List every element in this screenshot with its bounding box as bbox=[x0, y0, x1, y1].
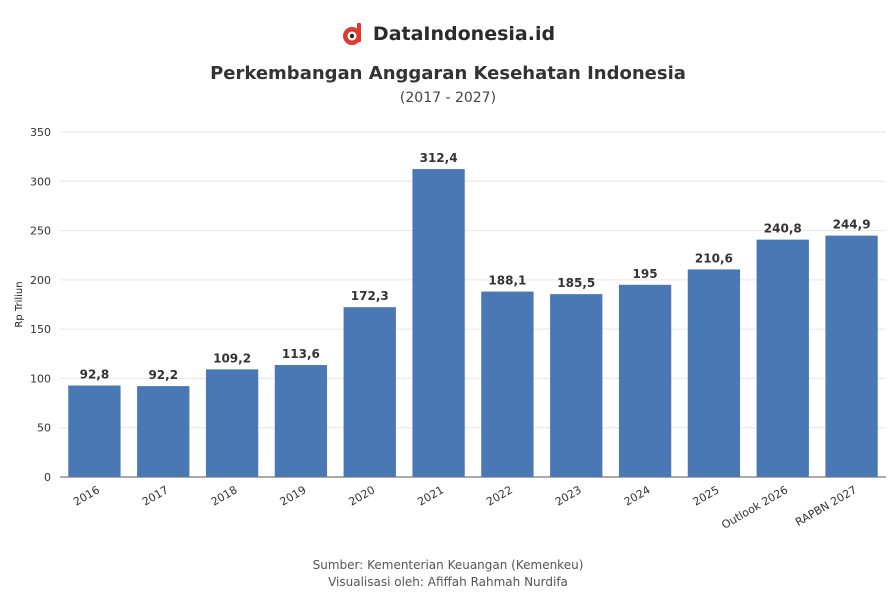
data-label: 210,6 bbox=[695, 251, 733, 265]
y-tick-label: 250 bbox=[30, 225, 51, 238]
data-label: 172,3 bbox=[351, 289, 389, 303]
x-tick-label: 2021 bbox=[415, 483, 446, 508]
bar bbox=[412, 169, 465, 477]
x-tick-label: 2022 bbox=[484, 483, 515, 508]
bar-chart: 0 50 100 150 200 250 300 350 Rp Triliun 92,8 2016 9… bbox=[14, 126, 886, 532]
y-tick-label: 100 bbox=[30, 372, 51, 385]
bar bbox=[205, 369, 259, 477]
data-label: 92,2 bbox=[148, 368, 178, 382]
data-label: 312,4 bbox=[420, 151, 458, 165]
chart-title: Perkembangan Anggaran Kesehatan Indonesi… bbox=[210, 63, 686, 84]
data-label: 92,8 bbox=[80, 368, 110, 382]
bar bbox=[481, 291, 534, 477]
x-tick-label: 2017 bbox=[140, 483, 171, 508]
data-label: 188,1 bbox=[488, 274, 526, 288]
y-tick-label: 0 bbox=[44, 471, 51, 484]
brand-header: DataIndonesia.id bbox=[0, 22, 896, 46]
y-tick-label: 150 bbox=[30, 323, 51, 336]
x-tick-label: 2016 bbox=[71, 483, 102, 508]
data-label: 195 bbox=[633, 267, 658, 281]
x-tick-label: 2025 bbox=[691, 483, 722, 508]
data-label: 185,5 bbox=[557, 276, 595, 290]
data-label: 109,2 bbox=[213, 351, 251, 365]
x-tick-label: 2020 bbox=[347, 483, 378, 508]
y-tick-label: 50 bbox=[37, 422, 51, 435]
bar bbox=[137, 386, 190, 477]
x-tick-label: 2019 bbox=[278, 483, 309, 508]
credit-note: Visualisasi oleh: Afiffah Rahmah Nurdifa bbox=[328, 575, 568, 589]
bar bbox=[343, 307, 396, 477]
data-label: 113,6 bbox=[282, 347, 320, 361]
bar bbox=[68, 385, 121, 477]
y-tick-label: 350 bbox=[30, 126, 51, 139]
bar bbox=[756, 239, 809, 477]
y-axis-label: Rp Triliun bbox=[14, 281, 25, 327]
x-tick-label: 2023 bbox=[553, 483, 584, 508]
data-label: 240,8 bbox=[764, 222, 802, 236]
brand-name: DataIndonesia.id bbox=[372, 23, 556, 45]
bar bbox=[825, 235, 878, 477]
bar bbox=[550, 294, 603, 477]
bar bbox=[274, 365, 328, 477]
bar bbox=[687, 269, 741, 477]
data-label: 244,9 bbox=[833, 218, 871, 232]
x-tick-label: 2024 bbox=[622, 483, 653, 508]
bar bbox=[618, 284, 672, 477]
x-tick-label: 2018 bbox=[209, 483, 240, 508]
dataindonesia-logo-icon bbox=[342, 23, 361, 45]
source-note: Sumber: Kementerian Keuangan (Kemenkeu) bbox=[312, 558, 584, 572]
y-tick-label: 200 bbox=[30, 274, 51, 287]
chart-subtitle: (2017 - 2027) bbox=[399, 90, 497, 106]
x-tick-label: RAPBN 2027 bbox=[793, 483, 859, 529]
x-tick-label: Outlook 2026 bbox=[719, 483, 790, 531]
y-tick-label: 300 bbox=[30, 175, 51, 188]
